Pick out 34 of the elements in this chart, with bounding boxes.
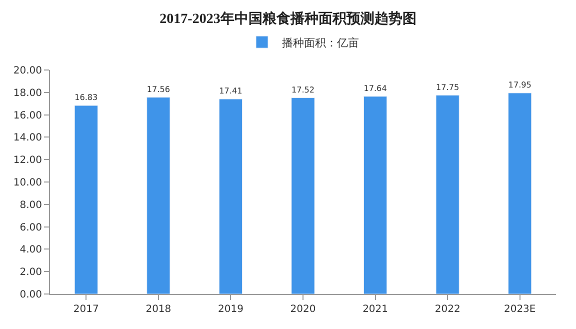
bar xyxy=(291,98,315,294)
y-tick-label: 4.00 xyxy=(20,244,42,256)
data-label: 17.56 xyxy=(146,84,170,94)
x-tick-label: 2019 xyxy=(218,304,244,315)
legend-label: 播种面积：亿亩 xyxy=(282,36,359,50)
data-label: 17.64 xyxy=(364,84,387,94)
y-tick-label: 12.00 xyxy=(13,155,42,166)
x-tick-label: 2020 xyxy=(290,304,316,315)
x-tick-label: 2023E xyxy=(504,304,536,315)
y-tick-label: 2.00 xyxy=(20,267,42,278)
x-tick-label: 2022 xyxy=(434,304,460,315)
y-tick-label: 16.00 xyxy=(13,110,42,122)
bar xyxy=(363,96,388,294)
x-tick-label: 2018 xyxy=(146,304,172,315)
y-tick-label: 0.00 xyxy=(20,290,42,300)
bar xyxy=(508,92,532,294)
bar xyxy=(146,97,170,294)
y-tick-label: 18.00 xyxy=(13,88,42,99)
y-tick-label: 6.00 xyxy=(20,222,42,234)
data-label: 17.41 xyxy=(219,86,242,96)
bar xyxy=(74,105,98,294)
bar xyxy=(436,94,460,294)
x-tick-label: 2021 xyxy=(362,304,388,315)
x-tick-label: 2017 xyxy=(73,304,99,315)
data-label: 17.95 xyxy=(508,80,532,90)
chart-title: 2017-2023年中国粮食播种面积预测趋势图 xyxy=(160,10,416,27)
bar xyxy=(218,98,243,294)
y-tick-label: 8.00 xyxy=(20,200,42,211)
y-tick-label: 10.00 xyxy=(13,178,42,188)
data-label: 17.52 xyxy=(291,85,315,94)
data-label: 17.75 xyxy=(436,82,460,92)
data-label: 16.83 xyxy=(74,93,98,102)
y-tick-label: 14.00 xyxy=(13,132,42,144)
y-tick-label: 20.00 xyxy=(13,66,42,76)
